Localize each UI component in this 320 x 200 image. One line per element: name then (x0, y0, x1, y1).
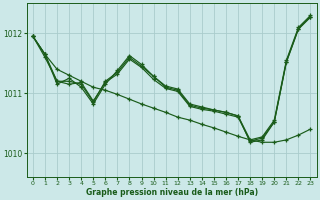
X-axis label: Graphe pression niveau de la mer (hPa): Graphe pression niveau de la mer (hPa) (86, 188, 258, 197)
